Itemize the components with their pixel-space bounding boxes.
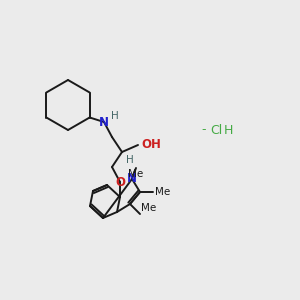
Text: H: H	[111, 111, 119, 121]
Text: Me: Me	[128, 169, 144, 179]
Text: Me: Me	[155, 187, 170, 197]
Text: O: O	[115, 176, 125, 188]
Text: Me: Me	[141, 203, 156, 213]
Text: N: N	[127, 172, 137, 185]
Text: N: N	[99, 116, 109, 128]
Text: Cl: Cl	[210, 124, 222, 136]
Text: H: H	[224, 124, 233, 136]
Text: H: H	[126, 155, 134, 165]
Text: OH: OH	[141, 139, 161, 152]
Text: -: -	[201, 124, 206, 136]
